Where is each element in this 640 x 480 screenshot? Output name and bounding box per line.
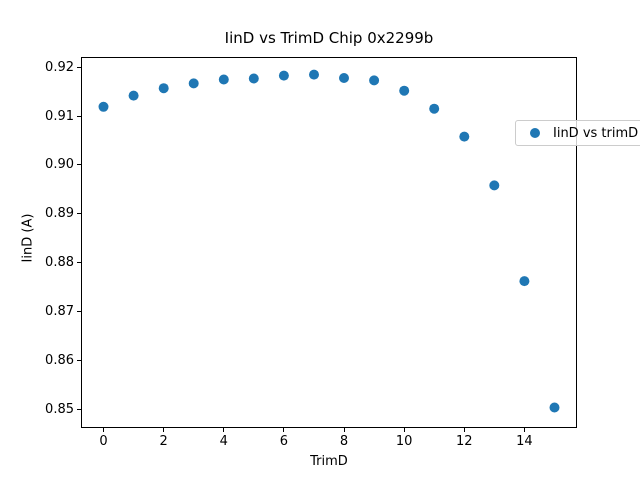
x-tick-mark [523,428,525,432]
x-tick-mark [103,428,104,432]
x-tick-label: 12 [456,434,473,449]
y-tick-mark [77,408,81,410]
legend-label: IinD vs trimD [553,125,639,141]
x-tick-mark [223,428,225,432]
data-point [128,90,139,101]
data-point [278,70,289,81]
data-point [339,73,349,83]
x-tick-mark [163,428,165,432]
legend: IinD vs trimD [515,120,640,146]
data-point [369,75,380,86]
x-tick-mark [403,428,405,432]
x-tick-mark [283,428,285,432]
y-tick-mark [77,66,81,68]
y-tick-mark [77,310,81,312]
x-tick-mark [343,428,345,432]
y-tick-mark [77,359,81,361]
y-tick-label: 0.87 [45,303,74,319]
y-tick-label: 0.88 [45,255,74,270]
data-point [459,131,470,142]
x-tick-label: 4 [219,434,228,449]
data-point [248,73,259,84]
y-tick-mark [77,213,81,215]
x-tick-mark [463,428,465,432]
y-tick-mark [77,115,81,117]
data-point [399,85,410,96]
x-tick-label: 8 [339,434,349,449]
data-point [98,101,109,112]
data-point [489,180,500,191]
y-tick-label: 0.85 [45,401,74,417]
legend-marker-icon [530,128,540,138]
scatter-points-layer [98,69,560,413]
y-tick-label: 0.91 [45,108,74,124]
x-axis-label: TrimD [310,454,348,469]
x-tick-label: 0 [99,434,108,449]
data-point [549,402,560,413]
x-tick-label: 2 [159,434,168,449]
data-point [519,276,530,287]
data-point [218,74,229,85]
y-tick-mark [77,164,81,166]
plot-area: IinD vs trimD [81,57,640,428]
data-point [188,78,199,89]
y-tick-label: 0.86 [45,352,74,368]
chart-title: IinD vs TrimD Chip 0x2299b [224,29,434,47]
y-tick-label: 0.89 [45,206,74,222]
y-tick-label: 0.90 [45,157,74,173]
x-tick-label: 6 [279,434,289,449]
x-tick-label: 14 [516,434,533,449]
y-tick-mark [77,262,81,263]
y-tick-label: 0.92 [45,59,74,75]
data-point [309,69,319,80]
data-point [429,103,440,114]
data-point [158,83,169,94]
x-tick-label: 10 [395,434,413,449]
